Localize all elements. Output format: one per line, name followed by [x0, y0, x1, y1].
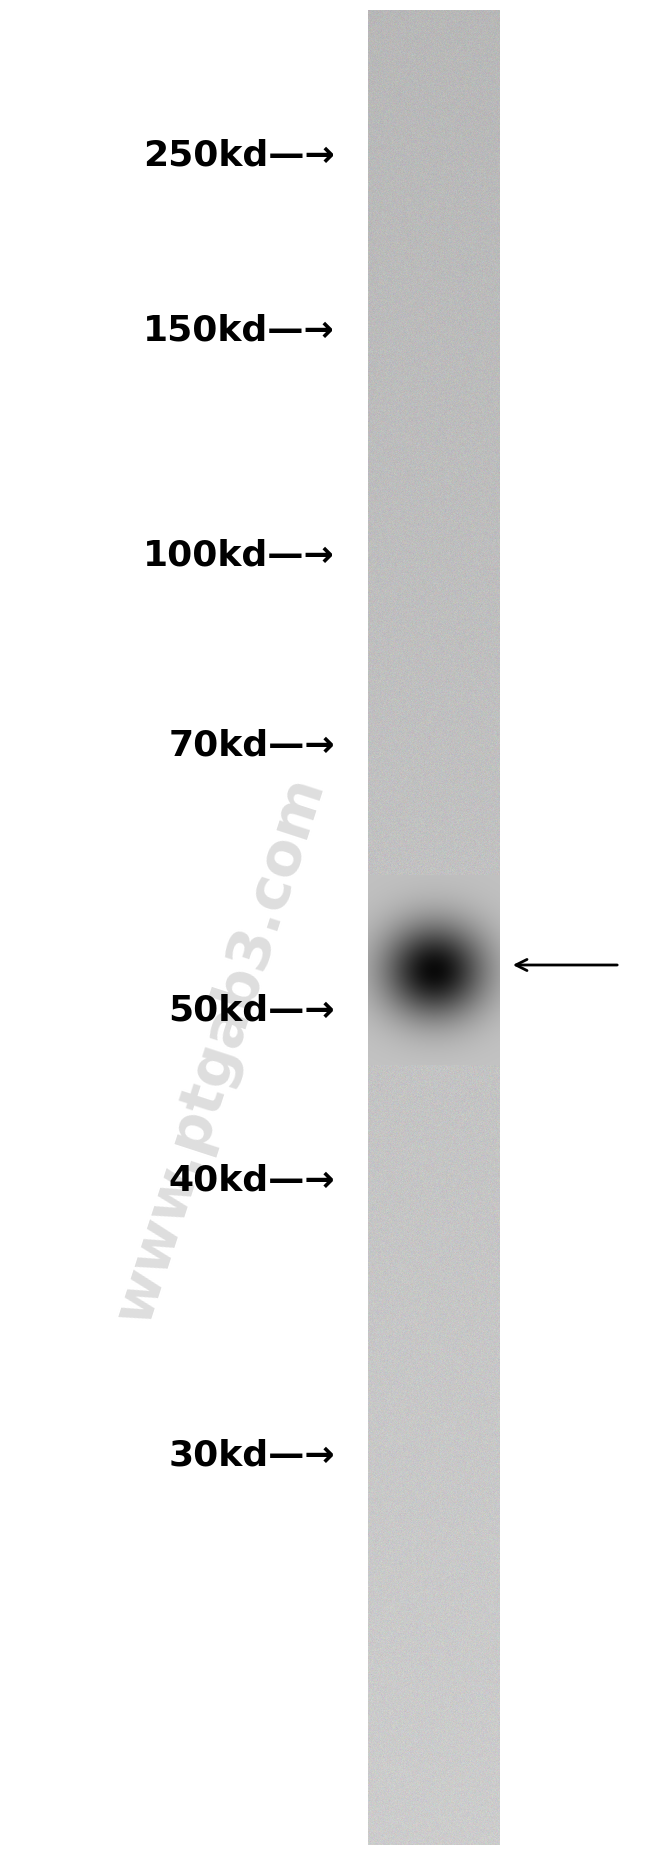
Text: www.ptgab3.com: www.ptgab3.com — [105, 770, 335, 1330]
Text: 70kd—→: 70kd—→ — [168, 727, 335, 762]
Text: 50kd—→: 50kd—→ — [168, 992, 335, 1028]
Text: 40kd—→: 40kd—→ — [168, 1163, 335, 1196]
Text: 30kd—→: 30kd—→ — [168, 1438, 335, 1473]
Text: 100kd—→: 100kd—→ — [143, 538, 335, 571]
Text: 250kd—→: 250kd—→ — [143, 137, 335, 173]
Text: 150kd—→: 150kd—→ — [143, 313, 335, 347]
